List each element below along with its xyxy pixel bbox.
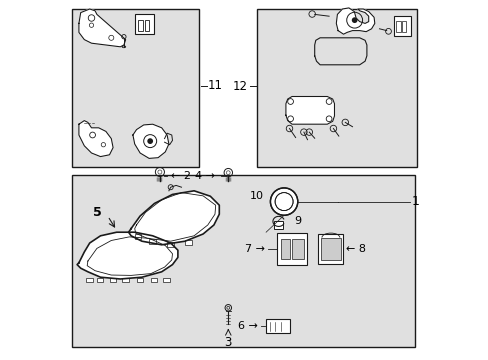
- Circle shape: [351, 17, 357, 23]
- Text: 3: 3: [224, 336, 231, 348]
- Bar: [167, 242, 173, 247]
- Text: 1: 1: [411, 195, 419, 208]
- Circle shape: [270, 188, 297, 215]
- Text: ← 8: ← 8: [346, 244, 366, 254]
- Bar: [134, 234, 141, 239]
- Text: 9: 9: [294, 216, 301, 226]
- Bar: [257, 9, 416, 167]
- Text: 11: 11: [207, 79, 223, 92]
- Circle shape: [149, 140, 151, 142]
- Polygon shape: [77, 232, 178, 279]
- Bar: [138, 20, 142, 31]
- Polygon shape: [133, 124, 168, 158]
- Bar: [97, 278, 103, 282]
- Polygon shape: [79, 121, 113, 157]
- Bar: [72, 9, 199, 167]
- Bar: [136, 278, 142, 282]
- Bar: [144, 20, 149, 31]
- Bar: [72, 175, 415, 347]
- Bar: [109, 278, 116, 282]
- Bar: [318, 234, 343, 264]
- Bar: [151, 278, 157, 282]
- Bar: [149, 239, 155, 244]
- Circle shape: [147, 138, 153, 144]
- Polygon shape: [128, 191, 219, 245]
- Polygon shape: [336, 8, 374, 34]
- Bar: [122, 278, 128, 282]
- Text: 4 →: 4 →: [195, 171, 215, 181]
- Text: 5: 5: [92, 206, 101, 219]
- Bar: [134, 14, 154, 34]
- Bar: [291, 239, 303, 259]
- Bar: [185, 240, 191, 245]
- Bar: [265, 319, 289, 333]
- Polygon shape: [79, 9, 125, 47]
- Bar: [396, 21, 400, 32]
- Bar: [274, 221, 283, 229]
- Bar: [393, 16, 410, 36]
- Bar: [276, 233, 307, 265]
- Bar: [401, 21, 406, 32]
- Bar: [280, 239, 289, 259]
- Bar: [321, 238, 340, 260]
- Text: 7 →: 7 →: [245, 244, 265, 254]
- Text: 6 →: 6 →: [238, 321, 258, 331]
- Polygon shape: [285, 96, 334, 124]
- Bar: [86, 278, 92, 282]
- Text: 10: 10: [250, 191, 264, 201]
- Text: ← 2: ← 2: [171, 171, 191, 181]
- Text: 12: 12: [232, 80, 247, 93]
- Bar: [163, 278, 170, 282]
